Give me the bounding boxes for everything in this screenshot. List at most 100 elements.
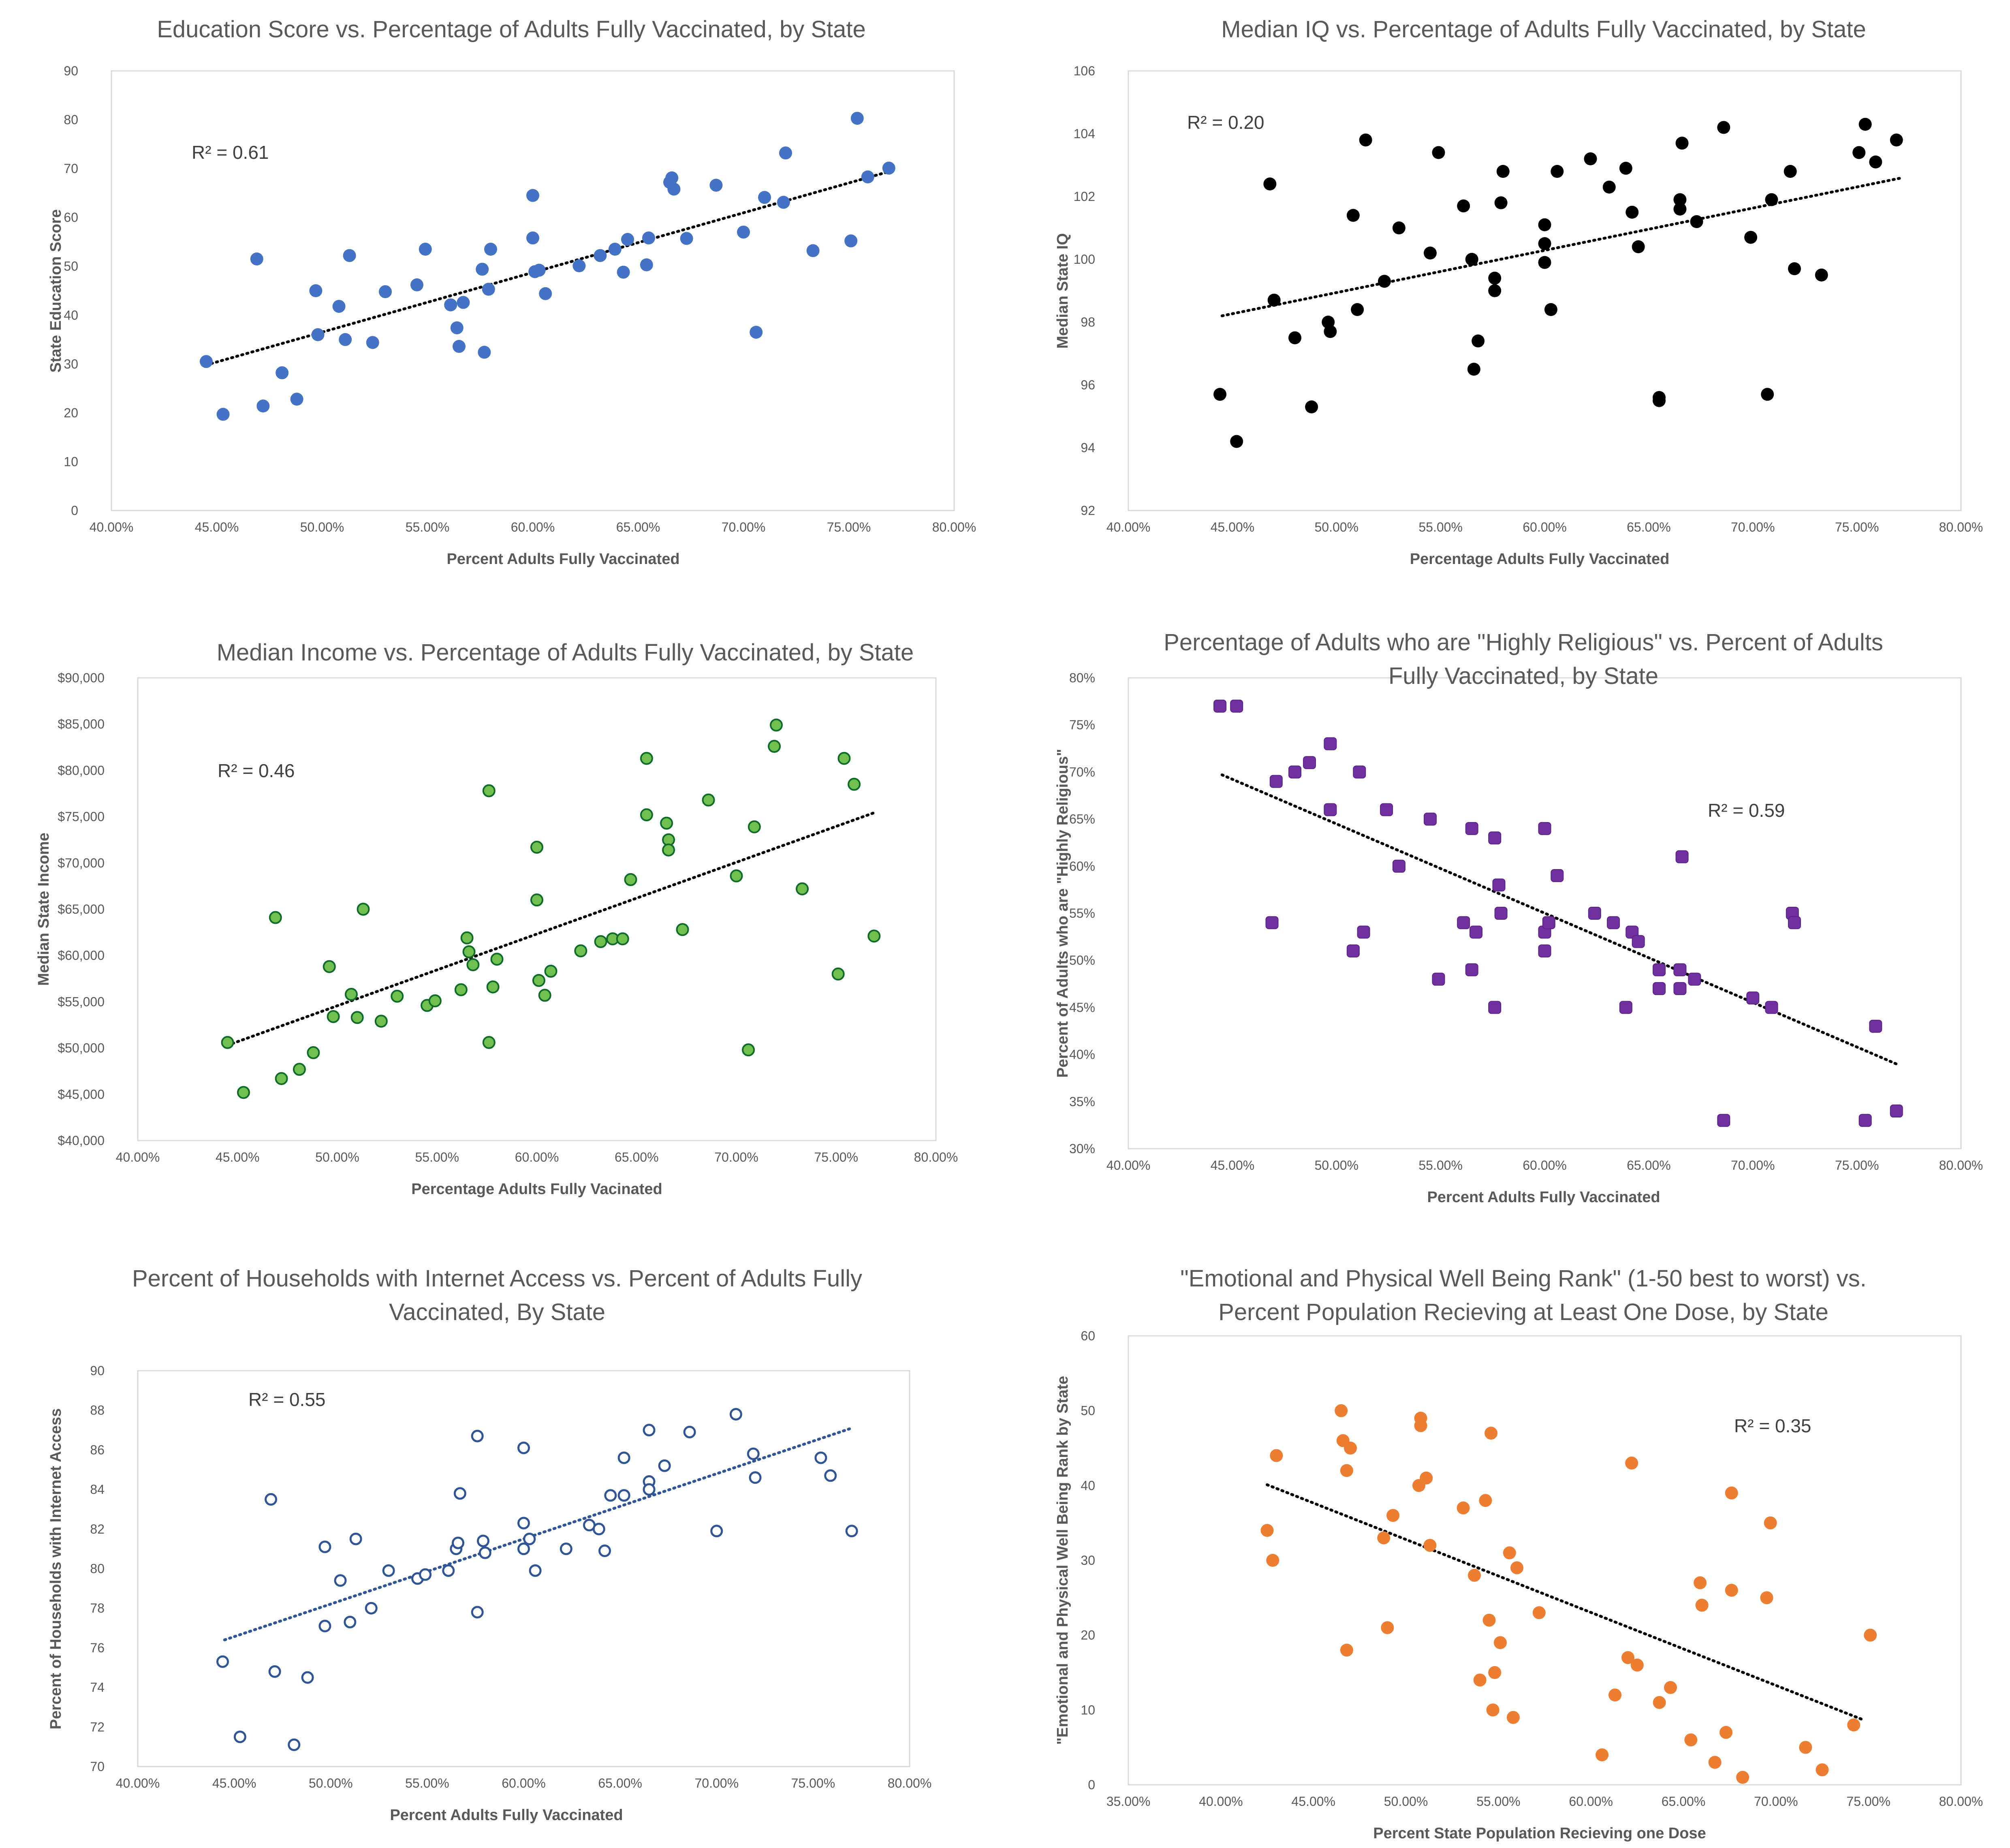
data-point — [357, 903, 370, 916]
data-point — [730, 869, 743, 882]
data-point — [621, 233, 634, 246]
data-point — [1596, 1748, 1609, 1762]
data-point — [530, 840, 543, 854]
y-tick-label: 70 — [90, 1759, 105, 1774]
data-point — [275, 1072, 288, 1085]
data-point — [419, 1568, 432, 1581]
y-tick-label: 100 — [1074, 252, 1095, 267]
x-tick-label: 75.00% — [827, 520, 871, 534]
data-point — [1765, 1001, 1778, 1014]
plot-area — [1128, 1335, 1962, 1786]
data-point — [517, 1517, 530, 1530]
chart-4: Percentage of Adults who are "Highly Rel… — [1054, 629, 1983, 1206]
data-point — [831, 967, 845, 981]
data-point — [1357, 925, 1370, 939]
y-tick-label: 60 — [1081, 1329, 1095, 1343]
data-point — [667, 182, 681, 196]
data-point — [1890, 133, 1903, 147]
y-tick-label: 10 — [64, 454, 78, 469]
y-tick-label: 96 — [1081, 378, 1095, 392]
data-point — [457, 296, 470, 309]
data-point — [1486, 1703, 1499, 1717]
data-point — [1432, 146, 1445, 159]
data-point — [1736, 1771, 1749, 1784]
y-tick-label: 106 — [1074, 64, 1095, 78]
data-point — [1725, 1486, 1738, 1500]
data-point — [1488, 1001, 1502, 1014]
x-tick-label: 60.00% — [1523, 520, 1567, 534]
data-point — [1619, 1001, 1632, 1014]
plot-area — [137, 1370, 910, 1767]
x-tick-label: 70.00% — [1731, 1158, 1775, 1173]
data-point — [1764, 1516, 1777, 1530]
data-point — [642, 231, 655, 245]
data-point — [747, 1447, 760, 1460]
data-point — [490, 953, 504, 966]
data-point — [1230, 699, 1243, 713]
x-tick-label: 60.00% — [502, 1776, 546, 1790]
data-point — [1303, 756, 1316, 769]
data-point — [1869, 1019, 1882, 1033]
data-point — [256, 400, 270, 413]
data-point — [478, 346, 491, 359]
data-point — [460, 931, 474, 944]
x-tick-label: 60.00% — [1569, 1794, 1613, 1809]
data-point — [1213, 388, 1227, 401]
x-tick-label: 35.00% — [1106, 1794, 1151, 1809]
data-point — [824, 1469, 837, 1482]
data-point — [1673, 963, 1687, 976]
data-point — [710, 1525, 723, 1538]
data-point — [1488, 831, 1502, 845]
data-point — [250, 252, 263, 266]
data-point — [343, 249, 356, 262]
data-point — [1538, 237, 1551, 250]
data-point — [1653, 394, 1666, 407]
x-tick-label: 55.00% — [415, 1150, 459, 1164]
data-point — [882, 161, 895, 175]
data-point — [1675, 850, 1689, 863]
data-point — [290, 393, 303, 406]
data-point — [379, 285, 392, 298]
data-point — [444, 298, 457, 312]
data-point — [1378, 275, 1391, 288]
data-point — [1473, 1673, 1487, 1687]
trendline — [223, 1427, 853, 1641]
data-point — [265, 1493, 278, 1506]
x-tick-label: 65.00% — [1627, 1158, 1671, 1173]
data-point — [1815, 268, 1828, 282]
x-tick-label: 45.00% — [1211, 520, 1255, 534]
y-tick-label: 80 — [64, 113, 78, 127]
y-tick-label: 50 — [64, 259, 78, 273]
data-point — [471, 1606, 484, 1619]
data-point — [419, 243, 432, 256]
x-tick-label: 65.00% — [1627, 520, 1671, 534]
data-point — [453, 1487, 466, 1500]
data-point — [526, 231, 539, 245]
data-point — [1653, 982, 1666, 995]
y-tick-label: 55% — [1069, 906, 1095, 921]
trendline — [1266, 1483, 1867, 1722]
data-point — [1346, 209, 1360, 222]
y-tick-label: 30% — [1069, 1141, 1095, 1156]
data-point — [471, 1429, 484, 1442]
y-tick-label: 40 — [64, 308, 78, 323]
y-tick-label: 75% — [1069, 718, 1095, 732]
data-point — [334, 1574, 347, 1587]
y-tick-label: 30 — [1081, 1553, 1095, 1568]
chart-title: Vaccinated, By State — [389, 1299, 605, 1325]
data-point — [1664, 1681, 1677, 1694]
data-point — [344, 1615, 357, 1628]
data-point — [532, 974, 545, 987]
data-point — [1230, 435, 1243, 448]
data-point — [276, 366, 289, 380]
data-point — [539, 287, 552, 300]
x-tick-label: 50.00% — [1314, 520, 1359, 534]
data-point — [1305, 400, 1318, 414]
x-tick-label: 55.00% — [1418, 1158, 1463, 1173]
data-point — [428, 994, 442, 1008]
x-tick-label: 40.00% — [90, 520, 134, 534]
data-point — [1492, 878, 1506, 892]
data-point — [777, 196, 790, 209]
data-point — [1420, 1471, 1433, 1485]
y-tick-label: 50 — [1081, 1404, 1095, 1418]
